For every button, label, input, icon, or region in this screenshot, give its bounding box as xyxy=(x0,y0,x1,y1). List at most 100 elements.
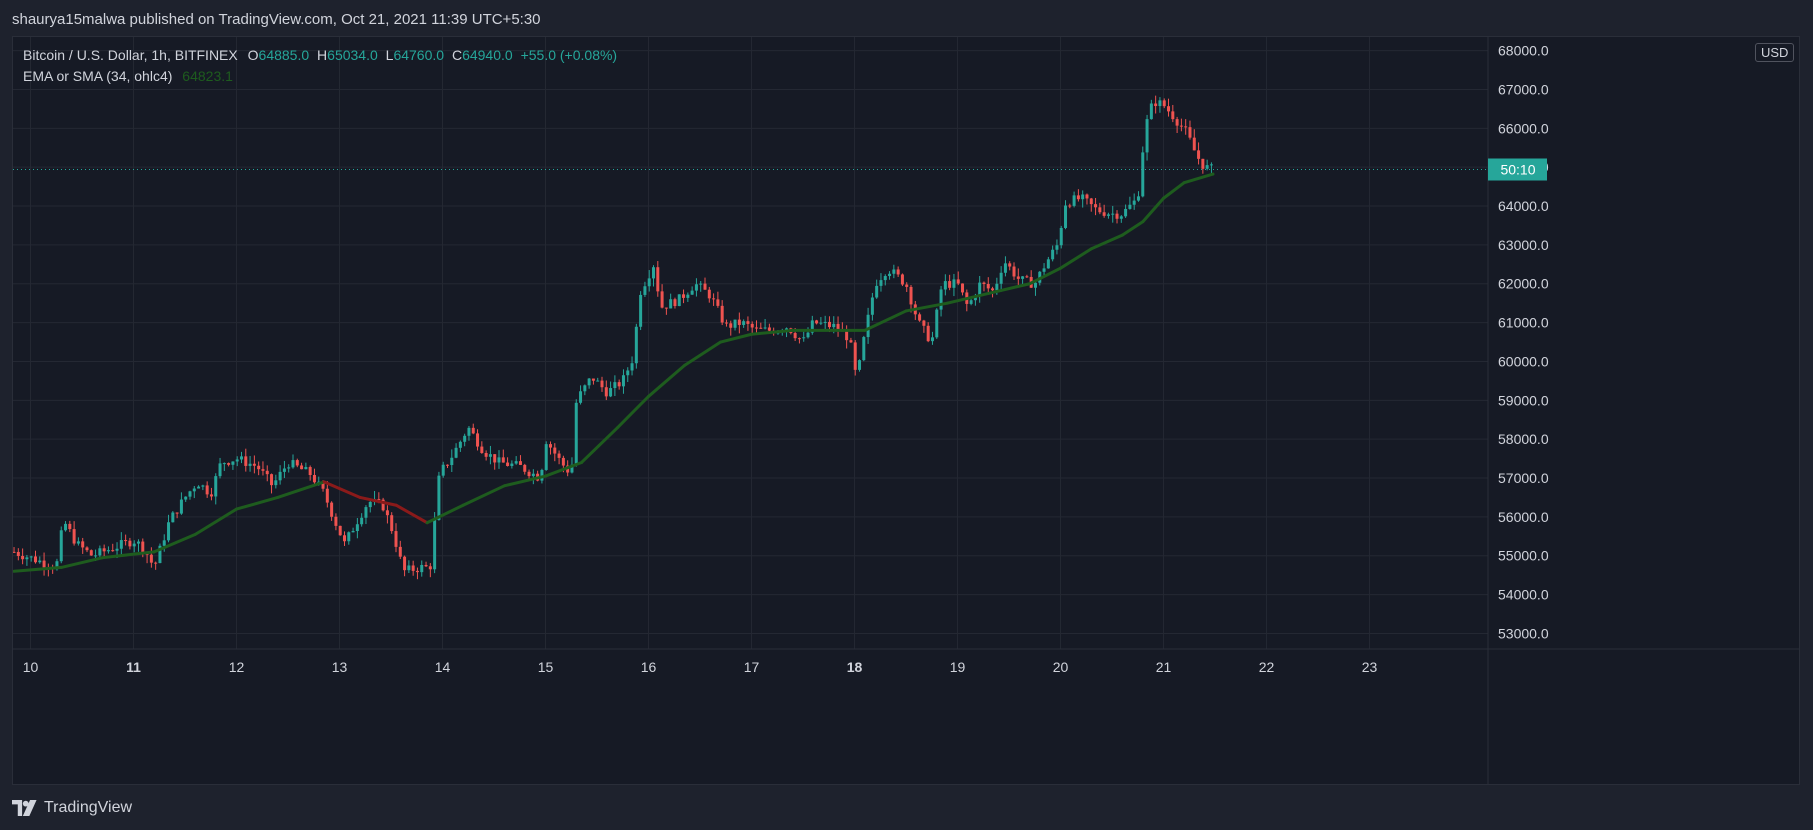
candle-down xyxy=(411,565,415,571)
candle-down xyxy=(338,525,342,536)
candle-down xyxy=(205,485,209,495)
candle-down xyxy=(660,291,664,308)
candle-up xyxy=(1158,100,1162,107)
x-tick-label: 22 xyxy=(1259,659,1275,675)
x-tick-label: 20 xyxy=(1053,659,1069,675)
candlestick-chart[interactable]: 53000.0 54000.0 55000.0 56000.0 57000.0 58000… xyxy=(13,37,1799,784)
candle-up xyxy=(883,276,887,281)
candle-up xyxy=(514,461,518,464)
candle-up xyxy=(626,370,630,376)
candle-down xyxy=(1171,111,1175,120)
candle-down xyxy=(712,298,716,300)
candle-down xyxy=(102,548,106,552)
candle-down xyxy=(707,289,711,299)
candles-group xyxy=(13,95,1213,580)
candle-down xyxy=(300,465,304,470)
candle-up xyxy=(1128,204,1132,209)
y-tick-label: 57000.0 xyxy=(1498,470,1549,486)
candle-up xyxy=(450,457,454,466)
legend-low-label: L xyxy=(385,47,394,63)
candle-up xyxy=(304,467,308,470)
candle-up xyxy=(686,294,690,298)
ema-segment xyxy=(461,484,506,507)
ema-segment xyxy=(276,480,326,499)
candle-up xyxy=(278,471,282,481)
currency-badge[interactable]: USD xyxy=(1755,43,1795,62)
candle-up xyxy=(351,531,355,533)
candle-down xyxy=(381,499,385,511)
candle-down xyxy=(617,382,621,387)
candle-up xyxy=(652,267,656,279)
candle-down xyxy=(523,464,527,472)
candle-down xyxy=(527,471,531,477)
candle-up xyxy=(613,382,617,389)
legend-change: +55.0 (+0.08%) xyxy=(520,47,618,63)
candle-up xyxy=(978,282,982,297)
candle-up xyxy=(454,447,458,458)
x-tick-label: 10 xyxy=(23,659,39,675)
candle-down xyxy=(295,460,299,466)
x-tick-label: 12 xyxy=(229,659,245,675)
candle-down xyxy=(815,320,819,324)
candle-up xyxy=(647,278,651,287)
candle-up xyxy=(1033,282,1037,288)
candle-up xyxy=(179,499,183,514)
candle-down xyxy=(1115,213,1119,219)
candle-down xyxy=(506,462,510,466)
candle-down xyxy=(227,463,231,465)
candle-up xyxy=(1149,103,1153,120)
candle-up xyxy=(677,294,681,307)
ema-segment xyxy=(750,328,795,336)
candle-down xyxy=(664,307,668,309)
candle-down xyxy=(330,502,334,517)
candle-down xyxy=(72,529,76,544)
candle-down xyxy=(111,550,115,552)
candle-down xyxy=(68,523,72,530)
legend-indicator-name[interactable]: EMA or SMA (34, ohlc4) xyxy=(23,68,173,84)
ema-segment xyxy=(193,507,239,536)
candle-up xyxy=(136,541,140,544)
ema-segment xyxy=(502,474,548,488)
y-tick-label: 60000.0 xyxy=(1498,353,1549,369)
candle-up xyxy=(634,326,638,364)
ema-segment xyxy=(863,309,908,332)
y-tick-label: 66000.0 xyxy=(1498,120,1549,136)
candle-up xyxy=(347,532,351,542)
candle-down xyxy=(849,340,853,343)
candle-down xyxy=(518,461,522,465)
candle-down xyxy=(1098,207,1102,213)
y-tick-label: 56000.0 xyxy=(1498,509,1549,525)
candle-up xyxy=(699,283,703,285)
legend-close-value: 64940.0 xyxy=(462,47,513,63)
candle-up xyxy=(544,444,548,470)
footer-brand[interactable]: TradingView xyxy=(12,796,132,820)
candle-up xyxy=(810,320,814,333)
candle-up xyxy=(574,402,578,465)
candle-down xyxy=(1076,195,1080,200)
chart-area[interactable]: Bitcoin / U.S. Dollar, 1h, BITFINEX O648… xyxy=(12,36,1800,785)
candle-down xyxy=(398,546,402,557)
candle-down xyxy=(484,452,488,457)
candle-down xyxy=(827,321,831,328)
candle-up xyxy=(38,560,42,563)
candle-down xyxy=(986,284,990,289)
tradingview-logo-icon xyxy=(12,800,37,816)
ema-segment xyxy=(683,340,723,367)
candle-down xyxy=(390,515,394,532)
candle-down xyxy=(1008,263,1012,267)
candle-up xyxy=(167,522,171,541)
candle-up xyxy=(823,321,827,323)
candle-up xyxy=(802,337,806,339)
candle-down xyxy=(1188,127,1192,138)
legend-indicator-row: EMA or SMA (34, ohlc4) 64823.1 xyxy=(23,66,617,87)
candle-up xyxy=(355,524,359,532)
legend-symbol[interactable]: Bitcoin / U.S. Dollar, 1h, BITFINEX xyxy=(23,47,238,63)
candle-up xyxy=(643,286,647,295)
candle-up xyxy=(407,565,411,571)
candle-down xyxy=(308,467,312,475)
candle-up xyxy=(360,517,364,525)
candle-up xyxy=(1106,214,1110,216)
candle-down xyxy=(549,444,553,448)
y-tick-label: 62000.0 xyxy=(1498,276,1549,292)
candle-down xyxy=(853,342,857,370)
